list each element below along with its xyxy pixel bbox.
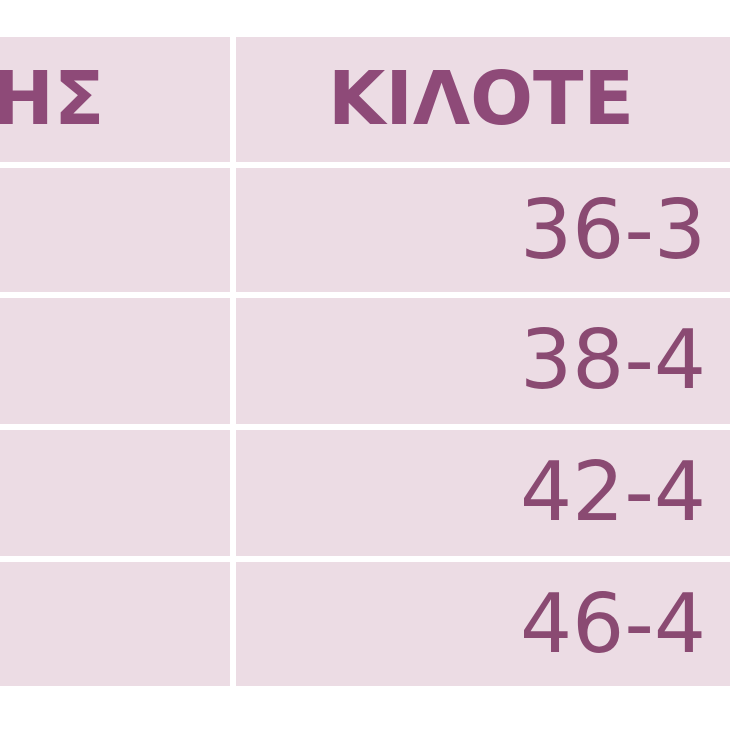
header-cell-2: ΚΙΛΟΤΕ <box>236 37 730 162</box>
cell-text: 42-4 <box>520 445 707 540</box>
cell-text: 46-4 <box>520 577 707 672</box>
cell-text: 36-3 <box>520 183 707 278</box>
table-cell <box>0 298 230 424</box>
table-cell: 38-4 <box>236 298 730 424</box>
header-label: ΗΣ <box>0 56 105 142</box>
header-cell-1: ΗΣ <box>0 37 230 162</box>
table-cell <box>0 562 230 686</box>
header-label: ΚΙΛΟΤΕ <box>328 56 635 142</box>
table-cell <box>0 430 230 556</box>
cell-text: 38-4 <box>520 313 707 408</box>
table-cell: 36-3 <box>236 168 730 292</box>
table-cell: 46-4 <box>236 562 730 686</box>
table-cell: 42-4 <box>236 430 730 556</box>
table-cell <box>0 168 230 292</box>
